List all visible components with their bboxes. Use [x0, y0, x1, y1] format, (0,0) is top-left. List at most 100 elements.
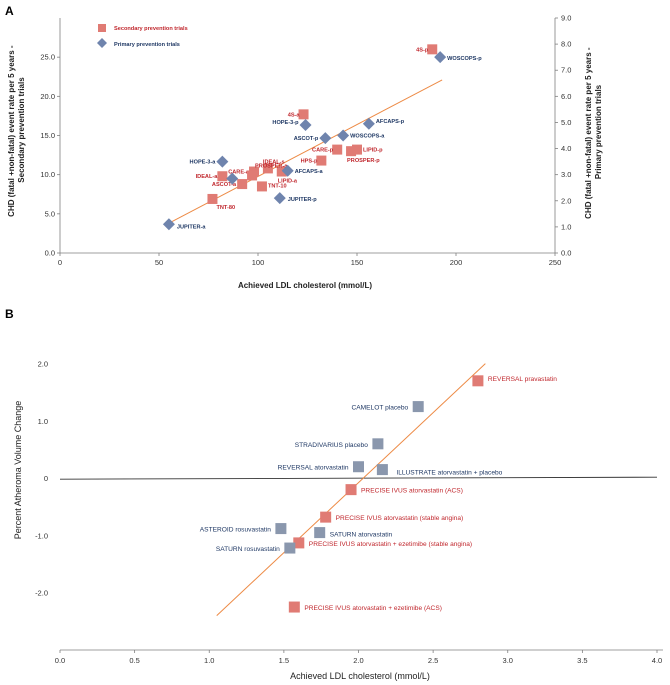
a-point-label: LIPID-a — [278, 179, 298, 185]
b-x-tick-label: 0.0 — [55, 656, 65, 665]
b-x-tick-label: 2.0 — [353, 656, 363, 665]
a-x-tick-label: 200 — [450, 258, 463, 267]
a-primary-point — [281, 164, 294, 177]
b-point-marker — [314, 527, 326, 539]
b-point-marker — [293, 537, 305, 549]
b-x-tick-label: 3.0 — [503, 656, 513, 665]
a-right-tick-label: 2.0 — [561, 196, 571, 205]
a-right-tick-label: 1.0 — [561, 222, 571, 231]
a-secondary-point — [332, 144, 343, 155]
a-point-label: IDEAL-a — [196, 174, 219, 180]
a-primary-point — [319, 132, 332, 145]
a-x-tick-label: 250 — [549, 258, 562, 267]
b-point-label: REVERSAL pravastatin — [488, 376, 557, 383]
a-point-label: PROSPER-p — [347, 158, 380, 164]
b-point-label: PRECISE IVUS atorvastatin (stable angina… — [336, 515, 464, 522]
panel-a-y-right-title-line2: Primary prevention trials — [594, 84, 603, 179]
b-y-tick-label: 2.0 — [38, 360, 48, 369]
a-secondary-point — [427, 44, 438, 55]
a-point-label: PROSPER-a — [255, 163, 288, 169]
panel-b-zero-line — [59, 476, 658, 480]
a-point-label: HOPE-3-a — [190, 160, 217, 166]
panel-a-y-left-title: CHD (fatal +non-fatal) event rate per 5 … — [7, 43, 26, 217]
panel-b-x-ticks: 0.0 0.5 1.0 1.5 2.0 2.5 3.0 3.5 4.0 — [55, 650, 662, 665]
a-secondary-point — [316, 155, 327, 166]
a-secondary-point — [256, 181, 267, 192]
b-point-marker — [288, 601, 300, 613]
b-point-label: ASTEROID rosuvastatin — [200, 527, 271, 534]
a-point-label: HPS-p — [301, 159, 318, 165]
a-x-tick-label: 0 — [58, 258, 62, 267]
panel-a-y-left-title-line2: Secondary prevention trials — [17, 77, 26, 183]
panel-a-x-title: Achieved LDL cholesterol (mmol/L) — [238, 281, 372, 290]
panel-b-letter: B — [5, 307, 14, 321]
a-left-tick-label: 25.0 — [40, 53, 55, 62]
a-primary-point — [434, 51, 447, 64]
b-y-tick-label: 0 — [44, 474, 48, 483]
b-x-tick-label: 1.5 — [279, 656, 289, 665]
panel-a-left-ticks: 0.0 5.0 10.0 15.0 20.0 25.0 — [40, 53, 60, 258]
a-point-label: JUPITER-p — [288, 197, 317, 203]
a-point-label: TNT-80 — [216, 205, 235, 211]
a-primary-point — [299, 119, 312, 132]
a-point-label: TNT-10 — [268, 183, 287, 189]
b-point-label: SATURN atorvastatin — [330, 532, 393, 539]
panel-b-y-title: Percent Atheroma Volume Change — [13, 401, 23, 540]
b-point-marker — [320, 511, 332, 523]
a-secondary-point — [262, 163, 273, 174]
a-right-tick-label: 4.0 — [561, 144, 571, 153]
a-right-tick-label: 9.0 — [561, 14, 571, 23]
a-right-tick-label: 0.0 — [561, 249, 571, 258]
b-point-marker — [376, 464, 388, 476]
b-y-tick-label: 1.0 — [38, 417, 48, 426]
b-x-tick-label: 2.5 — [428, 656, 438, 665]
a-point-label: JUPITER-a — [177, 224, 206, 230]
a-secondary-point — [217, 171, 228, 182]
a-x-tick-label: 50 — [155, 258, 163, 267]
a-primary-point — [273, 192, 286, 205]
b-point-marker — [345, 484, 357, 496]
b-point-marker — [275, 523, 287, 535]
a-right-tick-label: 3.0 — [561, 170, 571, 179]
b-x-tick-label: 0.5 — [129, 656, 139, 665]
a-point-label: 4S-p — [416, 47, 429, 53]
a-right-tick-label: 8.0 — [561, 40, 571, 49]
panel-a-y-right-title: CHD (fatal +non-fatal) event rate per 5 … — [584, 45, 603, 219]
a-x-tick-label: 150 — [351, 258, 364, 267]
b-y-tick-label: -2.0 — [35, 589, 48, 598]
a-left-tick-label: 5.0 — [45, 209, 55, 218]
b-point-label: PRECISE IVUS atorvastatin (ACS) — [361, 488, 463, 495]
legend-primary-label: Primary prevention trials — [114, 42, 180, 48]
b-point-label: PRECISE IVUS atorvastatin + ezetimibe (s… — [309, 541, 472, 548]
a-point-label: HOPE-3-p — [272, 120, 299, 126]
a-primary-point — [226, 172, 239, 185]
panel-a-points: 4S-p 4S-a CARE-p LIPID-p PROSPER-p HPS-p IDEAL… — [162, 44, 482, 231]
panel-b-y-ticks: 2.0 1.0 0 -1.0 -2.0 — [35, 360, 48, 598]
a-point-label: WOSCOPS-p — [447, 56, 482, 62]
a-point-label: CARE-a — [228, 170, 250, 176]
a-primary-point — [216, 155, 229, 168]
panel-a-legend: Secondary prevention trials Primary prev… — [97, 24, 188, 48]
a-right-tick-label: 5.0 — [561, 118, 571, 127]
b-point-marker — [284, 542, 296, 554]
a-secondary-point — [298, 109, 309, 120]
a-point-label: CARE-p — [312, 148, 334, 154]
panel-a-y-right-title-line1: CHD (fatal +non-fatal) event rate per 5 … — [584, 47, 593, 219]
b-point-label: STRADIVARIUS placebo — [295, 442, 369, 449]
panel-b-x-title: Achieved LDL cholesterol (mmol/L) — [290, 671, 430, 681]
panel-a-x-ticks: 0 50 100 150 200 250 — [58, 253, 561, 267]
b-x-tick-label: 1.0 — [204, 656, 214, 665]
b-x-tick-label: 4.0 — [652, 656, 662, 665]
a-right-tick-label: 7.0 — [561, 66, 571, 75]
a-secondary-point — [276, 166, 287, 177]
a-left-tick-label: 20.0 — [40, 92, 55, 101]
a-point-label: WOSCOPS-a — [350, 134, 385, 140]
a-primary-point — [162, 218, 175, 231]
legend-secondary-label: Secondary prevention trials — [114, 26, 188, 32]
legend-secondary-marker — [98, 24, 106, 32]
b-point-label: REVERSAL atorvastatin — [278, 465, 349, 472]
panel-a-y-left-title-line1: CHD (fatal +non-fatal) event rate per 5 … — [7, 45, 16, 217]
a-point-label: AFCAPS-a — [295, 169, 324, 175]
a-point-label: ASCOT-a — [212, 182, 237, 188]
